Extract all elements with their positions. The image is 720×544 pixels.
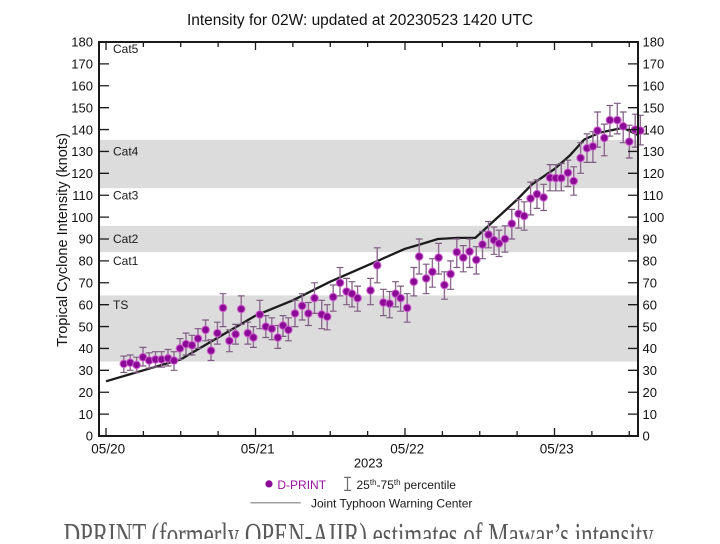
svg-text:80: 80 — [79, 254, 93, 269]
svg-text:60: 60 — [643, 297, 657, 312]
svg-text:110: 110 — [643, 188, 664, 203]
svg-text:2023: 2023 — [354, 456, 383, 471]
svg-text:0: 0 — [643, 429, 650, 444]
svg-text:60: 60 — [79, 297, 93, 312]
svg-text:10: 10 — [79, 407, 93, 422]
svg-text:Cat3: Cat3 — [113, 188, 139, 202]
svg-text:Cat2: Cat2 — [113, 232, 139, 246]
svg-text:Cat4: Cat4 — [113, 145, 139, 159]
svg-text:120: 120 — [71, 166, 93, 181]
svg-text:160: 160 — [71, 78, 93, 93]
svg-text:30: 30 — [79, 363, 93, 378]
svg-text:Cat1: Cat1 — [113, 254, 139, 268]
svg-text:90: 90 — [643, 232, 657, 247]
svg-text:40: 40 — [643, 341, 657, 356]
svg-text:50: 50 — [643, 319, 657, 334]
svg-text:180: 180 — [643, 35, 665, 50]
svg-text:Cat5: Cat5 — [113, 42, 139, 56]
svg-text:10: 10 — [643, 407, 657, 422]
svg-text:D-PRINT: D-PRINT — [277, 478, 326, 492]
svg-text:DPRINT (formerly OPEN-AIIR) es: DPRINT (formerly OPEN-AIIR) estimates of… — [64, 517, 654, 539]
svg-text:05/20: 05/20 — [91, 442, 125, 457]
svg-text:180: 180 — [71, 35, 93, 50]
svg-text:150: 150 — [643, 100, 665, 115]
svg-text:70: 70 — [643, 275, 657, 290]
svg-text:Intensity for 02W: updated at: Intensity for 02W: updated at 20230523 1… — [187, 12, 533, 29]
svg-text:100: 100 — [71, 210, 93, 225]
svg-text:130: 130 — [71, 144, 93, 159]
svg-text:130: 130 — [643, 144, 665, 159]
svg-text:140: 140 — [71, 122, 93, 137]
svg-text:110: 110 — [72, 188, 93, 203]
svg-text:160: 160 — [643, 78, 665, 93]
svg-text:100: 100 — [643, 210, 665, 225]
svg-text:170: 170 — [71, 57, 93, 72]
svg-text:50: 50 — [79, 319, 93, 334]
svg-text:05/21: 05/21 — [241, 442, 275, 457]
svg-text:80: 80 — [643, 254, 657, 269]
svg-text:30: 30 — [643, 363, 657, 378]
svg-text:90: 90 — [79, 232, 93, 247]
svg-text:Joint Typhoon Warning Center: Joint Typhoon Warning Center — [311, 497, 472, 511]
svg-text:70: 70 — [79, 275, 93, 290]
svg-text:05/22: 05/22 — [390, 442, 424, 457]
svg-text:25th-75th percentile: 25th-75th percentile — [357, 478, 457, 492]
svg-text:120: 120 — [643, 166, 665, 181]
svg-text:TS: TS — [113, 298, 128, 312]
svg-text:140: 140 — [643, 122, 665, 137]
svg-text:170: 170 — [643, 57, 665, 72]
svg-text:0: 0 — [86, 429, 93, 444]
svg-text:20: 20 — [79, 385, 93, 400]
svg-text:Tropical Cyclone Intensity (kn: Tropical Cyclone Intensity (knots) — [55, 133, 71, 347]
svg-text:05/23: 05/23 — [540, 442, 574, 457]
svg-text:20: 20 — [643, 385, 657, 400]
svg-text:40: 40 — [79, 341, 93, 356]
svg-text:150: 150 — [71, 100, 93, 115]
